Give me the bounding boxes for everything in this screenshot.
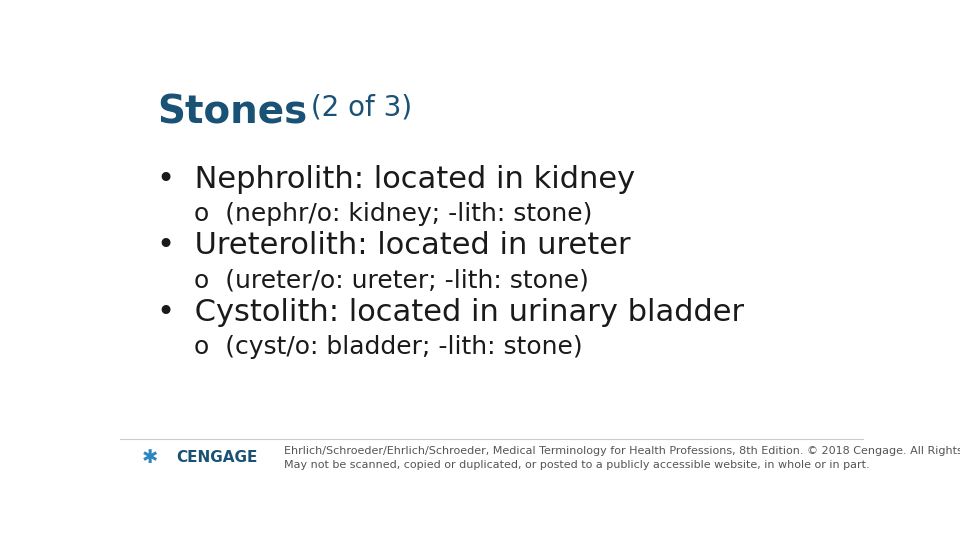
Text: •  Ureterolith: located in ureter: • Ureterolith: located in ureter — [157, 231, 631, 260]
Text: Stones: Stones — [157, 94, 307, 132]
Text: ✱: ✱ — [141, 448, 158, 467]
Text: •  Cystolith: located in urinary bladder: • Cystolith: located in urinary bladder — [157, 298, 744, 327]
Text: CENGAGE: CENGAGE — [176, 450, 257, 465]
Text: o  (nephr/o: kidney; -lith: stone): o (nephr/o: kidney; -lith: stone) — [194, 202, 592, 226]
Text: o  (cyst/o: bladder; -lith: stone): o (cyst/o: bladder; -lith: stone) — [194, 335, 583, 359]
Text: o  (ureter/o: ureter; -lith: stone): o (ureter/o: ureter; -lith: stone) — [194, 268, 589, 293]
Text: (2 of 3): (2 of 3) — [302, 94, 413, 122]
Text: Ehrlich/Schroeder/Ehrlich/Schroeder, Medical Terminology for Health Professions,: Ehrlich/Schroeder/Ehrlich/Schroeder, Med… — [284, 446, 960, 470]
Text: •  Nephrolith: located in kidney: • Nephrolith: located in kidney — [157, 165, 636, 194]
